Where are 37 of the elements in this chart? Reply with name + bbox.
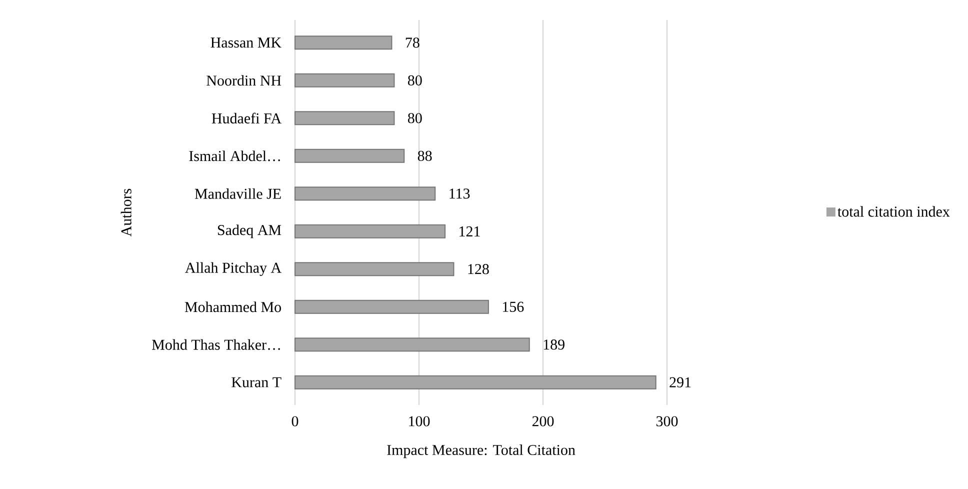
bar [294, 300, 489, 314]
bar [294, 148, 405, 163]
data-label: 80 [408, 113, 422, 124]
y-tick-label: Hassan MK [210, 38, 282, 48]
y-tick-label: Kuran T [232, 377, 282, 388]
bar [294, 111, 395, 126]
x-tick-label: 300 [656, 416, 678, 426]
x-tick-label: 100 [409, 416, 430, 426]
y-tick-label: Mohammed Mo [184, 302, 281, 312]
x-tick-label: 0 [292, 416, 298, 426]
bar [294, 262, 454, 276]
y-axis-title: Authors [120, 188, 132, 237]
data-label: 88 [418, 150, 432, 161]
bar [294, 36, 392, 50]
y-tick-label: Mohd Thas Thaker… [152, 339, 280, 350]
data-label: 189 [544, 340, 564, 350]
y-tick-label: Allah Pitchay A [185, 262, 282, 276]
y-tick-label: Noordin NH [206, 75, 282, 86]
x-axis-title: Impact Measure: Total Citation [387, 444, 576, 458]
data-label: 121 [460, 226, 480, 236]
y-tick-label: Hudaefi FA [212, 112, 282, 124]
y-tick-label: Ismail Abdel… [189, 150, 280, 162]
legend-label: total citation index [838, 206, 950, 217]
data-label: 291 [670, 377, 691, 388]
x-tick-label: 200 [532, 416, 554, 426]
data-label: 156 [502, 302, 524, 312]
bar [294, 375, 656, 390]
bar [294, 338, 530, 352]
bar [294, 73, 395, 88]
y-tick-label: Sadeq AM [218, 224, 282, 238]
bar [294, 224, 446, 238]
data-label: 80 [408, 75, 422, 86]
y-tick-label: Mandaville JE [194, 188, 281, 199]
bar [294, 186, 436, 201]
data-label: 113 [450, 188, 470, 199]
data-label: 78 [406, 38, 420, 48]
data-label: 128 [468, 264, 489, 274]
